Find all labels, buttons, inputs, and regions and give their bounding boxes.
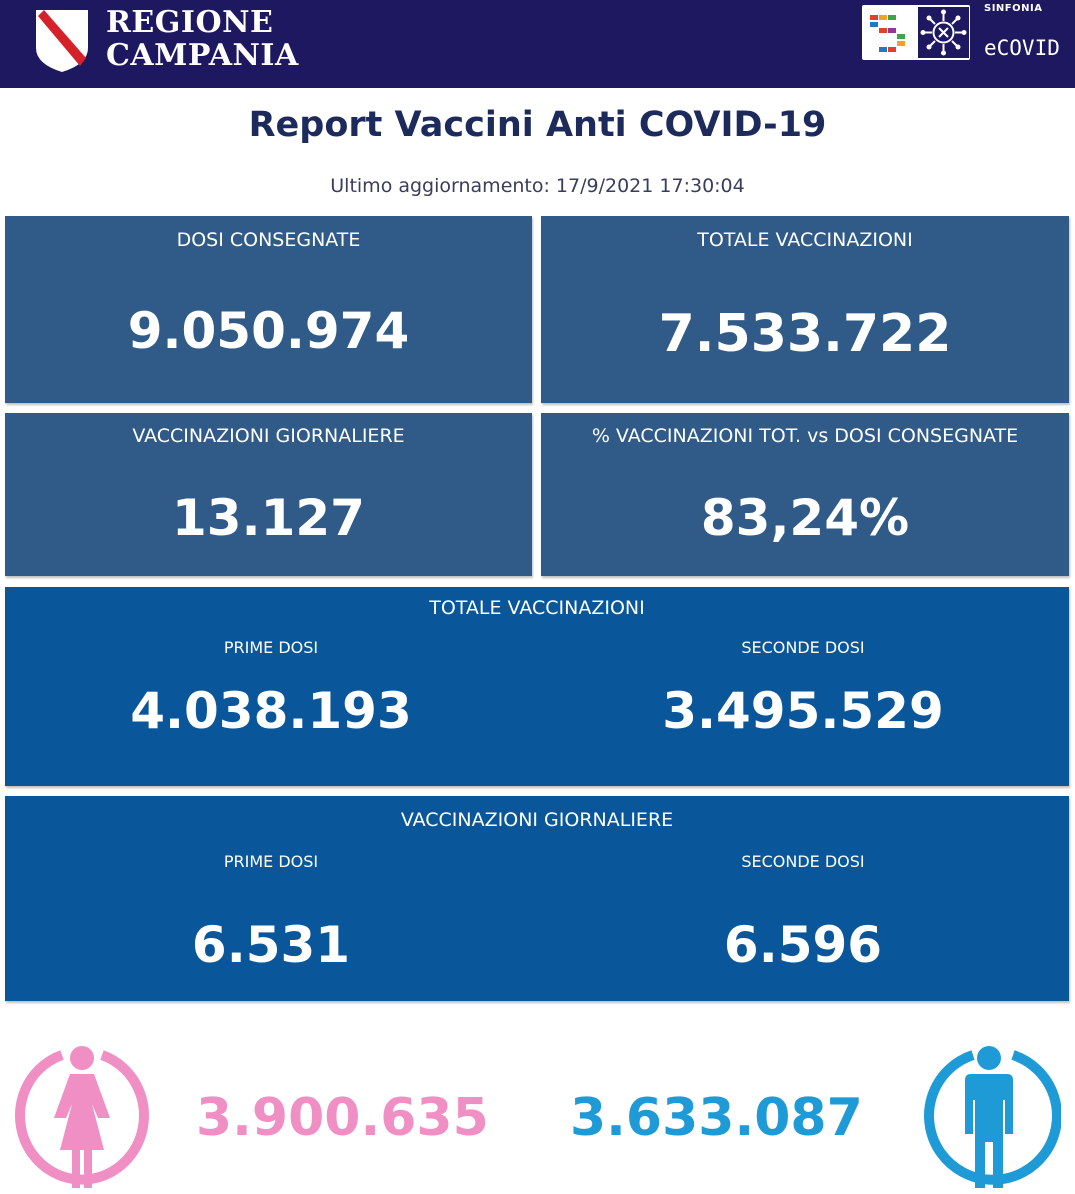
region-name: REGIONE CAMPANIA [106, 6, 299, 72]
header-bar: REGIONE CAMPANIA [0, 0, 1075, 88]
seconde-dosi-label: SECONDE DOSI [741, 638, 865, 657]
male-icon [924, 1046, 1061, 1188]
region-name-line2: CAMPANIA [106, 38, 299, 73]
prime-dosi-label: PRIME DOSI [223, 638, 319, 657]
tile-vaccinazioni-giornaliere: VACCINAZIONI GIORNALIERE 13.127 [5, 413, 532, 576]
tile-label: VACCINAZIONI GIORNALIERE [132, 425, 405, 447]
partner-name: eCOVID [984, 36, 1060, 60]
tile-value: 13.127 [172, 489, 365, 547]
seconde-dosi-label: SECONDE DOSI [741, 852, 865, 871]
seconde-dosi-value: 3.495.529 [662, 682, 944, 740]
panel-title: TOTALE VACCINAZIONI [429, 597, 645, 619]
virus-cross-icon [918, 7, 969, 58]
panel-totale-vaccinazioni: TOTALE VACCINAZIONI PRIME DOSI 4.038.193… [5, 587, 1069, 786]
region-name-line1: REGIONE [106, 5, 274, 40]
female-icon [15, 1046, 149, 1188]
sinfonia-logo-icon [870, 15, 905, 52]
tile-percentuale: % VACCINAZIONI TOT. vs DOSI CONSEGNATE 8… [541, 413, 1069, 576]
prime-dosi-label: PRIME DOSI [223, 852, 319, 871]
tile-value: 9.050.974 [127, 302, 410, 360]
prime-dosi-value: 6.531 [191, 916, 351, 974]
tile-value: 7.533.722 [658, 304, 952, 364]
partner-small-label: SINFONIA [984, 3, 1043, 14]
tile-label: % VACCINAZIONI TOT. vs DOSI CONSEGNATE [591, 425, 1019, 447]
campania-shield-icon [36, 10, 88, 72]
tile-label: DOSI CONSEGNATE [176, 229, 361, 251]
partner-logo [862, 5, 970, 60]
panel-vaccinazioni-giornaliere: VACCINAZIONI GIORNALIERE PRIME DOSI 6.53… [5, 796, 1069, 1001]
tile-totale-vaccinazioni: TOTALE VACCINAZIONI 7.533.722 [541, 216, 1069, 403]
tile-label: TOTALE VACCINAZIONI [697, 229, 913, 251]
prime-dosi-value: 4.038.193 [130, 682, 412, 740]
page-title: Report Vaccini Anti COVID-19 [248, 105, 827, 145]
female-vaccinations-value: 3.900.635 [196, 1088, 489, 1148]
seconde-dosi-value: 6.596 [723, 916, 883, 974]
last-updated: Ultimo aggiornamento: 17/9/2021 17:30:04 [330, 175, 745, 197]
tile-dosi-consegnate: DOSI CONSEGNATE 9.050.974 [5, 216, 532, 403]
tile-value: 83,24% [700, 489, 910, 547]
male-vaccinations-value: 3.633.087 [570, 1088, 863, 1148]
panel-title: VACCINAZIONI GIORNALIERE [400, 809, 674, 831]
